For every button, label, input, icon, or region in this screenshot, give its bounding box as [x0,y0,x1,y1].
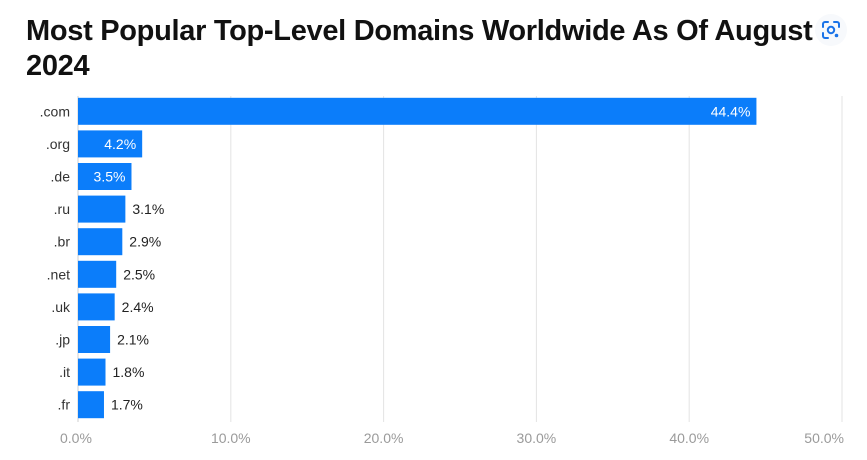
x-tick-label: 0.0% [60,430,92,446]
category-label: .br [54,234,71,250]
x-tick-label: 40.0% [669,430,709,446]
x-tick-label: 10.0% [211,430,251,446]
category-label: .de [51,169,71,185]
category-label: .net [47,266,70,282]
bar [78,391,104,419]
category-label: .jp [55,332,70,348]
value-label: 3.5% [94,169,126,185]
bar [78,130,143,158]
category-label: .it [59,364,70,380]
value-label: 4.2% [104,136,136,152]
chart-title: Most Popular Top-Level Domains Worldwide… [26,15,813,82]
labels: 0.0% 10.0% 20.0% 30.0% 40.0% 50.0% .com 44.4% .o… [40,103,844,446]
bar [78,358,106,386]
bar [78,195,126,223]
category-label: .fr [58,397,71,413]
bar [78,326,111,353]
category-label: .ru [54,201,70,217]
value-label: 2.1% [117,332,149,348]
x-tick-label: 20.0% [364,430,404,446]
value-label: 1.8% [113,364,145,380]
value-label: 1.7% [111,397,143,413]
category-label: .uk [51,299,71,315]
bar [78,97,757,125]
x-tick-label: 30.0% [517,430,557,446]
value-label: 2.5% [123,266,155,282]
value-label: 2.4% [122,299,154,315]
value-label: 2.9% [129,234,161,250]
bar [78,163,132,190]
bar [78,293,115,321]
bar [78,260,117,288]
bars [78,97,757,419]
google-lens-icon [822,21,840,39]
value-label: 3.1% [132,201,164,217]
x-tick-label: 50.0% [804,430,844,446]
google-lens-button[interactable] [815,14,847,46]
gridlines [77,96,843,422]
category-label: .com [40,103,70,119]
category-label: .org [46,136,70,152]
value-label: 44.4% [711,103,751,119]
bar [78,228,123,256]
